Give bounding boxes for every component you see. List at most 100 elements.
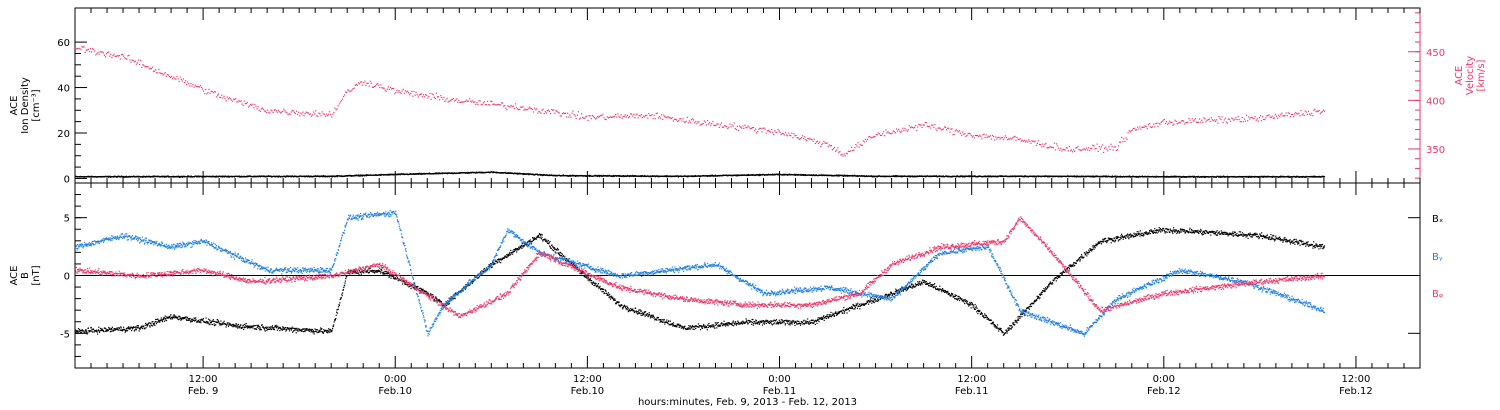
velocity-point bbox=[107, 51, 109, 54]
b-point bbox=[256, 326, 258, 329]
density-point bbox=[350, 175, 352, 177]
velocity-point bbox=[1195, 121, 1197, 123]
velocity-point bbox=[508, 106, 510, 108]
velocity-point bbox=[505, 107, 507, 109]
velocity-point bbox=[362, 84, 364, 86]
b-point bbox=[182, 317, 184, 319]
density-point bbox=[1301, 176, 1303, 178]
density-point bbox=[1116, 176, 1118, 178]
velocity-point bbox=[373, 85, 376, 88]
velocity-point bbox=[1129, 131, 1131, 133]
velocity-point bbox=[968, 132, 970, 134]
velocity-point bbox=[967, 133, 969, 135]
velocity-point bbox=[321, 111, 323, 113]
velocity-point bbox=[1162, 119, 1164, 121]
density-point bbox=[517, 172, 519, 174]
b-point bbox=[270, 326, 272, 328]
velocity-point bbox=[1142, 126, 1144, 128]
b-point bbox=[154, 324, 156, 326]
velocity-point bbox=[136, 62, 139, 64]
b-point bbox=[278, 326, 280, 329]
velocity-point bbox=[1000, 137, 1002, 139]
b-point bbox=[136, 325, 138, 327]
velocity-point bbox=[574, 115, 576, 117]
density-point bbox=[1253, 175, 1256, 178]
density-point bbox=[190, 176, 192, 178]
b-point bbox=[245, 322, 247, 325]
velocity-point bbox=[841, 153, 843, 155]
velocity-point bbox=[1206, 119, 1208, 121]
b-point bbox=[282, 326, 284, 328]
velocity-point bbox=[1280, 114, 1282, 116]
density-point bbox=[287, 175, 289, 177]
velocity-point bbox=[575, 117, 577, 119]
velocity-point bbox=[349, 91, 351, 93]
velocity-point bbox=[1092, 144, 1094, 146]
velocity-point bbox=[257, 106, 259, 108]
velocity-point bbox=[198, 86, 200, 88]
b-point bbox=[195, 317, 197, 319]
velocity-point bbox=[470, 100, 472, 102]
density-point bbox=[1092, 175, 1094, 177]
velocity-point bbox=[835, 150, 837, 152]
velocity-point bbox=[1264, 119, 1266, 121]
velocity-point bbox=[651, 113, 653, 115]
velocity-point bbox=[744, 124, 746, 126]
velocity-point bbox=[540, 112, 542, 114]
velocity-point bbox=[1107, 150, 1109, 152]
velocity-point bbox=[934, 123, 936, 126]
velocity-point bbox=[585, 116, 587, 118]
velocity-point bbox=[807, 137, 809, 140]
density-point bbox=[123, 175, 125, 178]
b-point bbox=[96, 331, 98, 333]
velocity-point bbox=[1183, 120, 1185, 122]
velocity-point bbox=[607, 117, 609, 119]
density-point bbox=[527, 174, 529, 176]
velocity-point bbox=[1176, 123, 1178, 125]
velocity-point bbox=[913, 127, 915, 129]
velocity-point bbox=[1320, 111, 1322, 113]
b-point bbox=[262, 326, 264, 328]
velocity-point bbox=[515, 107, 518, 109]
b-point bbox=[120, 327, 122, 329]
velocity-point bbox=[389, 86, 392, 89]
density-point bbox=[332, 176, 334, 178]
velocity-point bbox=[157, 72, 159, 74]
velocity-point bbox=[207, 92, 209, 94]
velocity-point bbox=[289, 113, 291, 115]
velocity-point bbox=[1265, 117, 1267, 119]
velocity-point bbox=[307, 112, 309, 114]
b-point bbox=[144, 324, 146, 326]
velocity-point bbox=[141, 66, 143, 69]
velocity-point bbox=[695, 121, 697, 123]
velocity-point bbox=[251, 104, 253, 106]
b-point bbox=[197, 319, 200, 321]
velocity-point bbox=[1307, 110, 1310, 112]
density-point bbox=[1242, 176, 1244, 178]
b-point bbox=[151, 325, 154, 327]
b-point bbox=[234, 326, 236, 328]
b-point bbox=[227, 325, 230, 327]
velocity-point bbox=[1248, 116, 1250, 118]
velocity-point bbox=[370, 82, 372, 84]
velocity-point bbox=[425, 94, 427, 96]
velocity-point bbox=[573, 113, 575, 116]
density-point bbox=[1313, 175, 1315, 177]
velocity-point bbox=[1046, 147, 1048, 149]
b-point bbox=[215, 324, 217, 326]
velocity-point bbox=[1081, 149, 1083, 151]
density-point bbox=[1047, 176, 1049, 178]
velocity-point bbox=[430, 98, 432, 100]
b-point bbox=[173, 314, 175, 316]
density-point bbox=[142, 176, 144, 178]
density-point bbox=[835, 175, 837, 177]
velocity-point bbox=[649, 114, 651, 117]
b-point bbox=[207, 322, 209, 324]
velocity-point bbox=[745, 126, 747, 128]
velocity-point bbox=[320, 115, 322, 117]
velocity-point bbox=[455, 99, 457, 101]
velocity-point bbox=[761, 131, 763, 133]
density-point bbox=[794, 173, 796, 175]
b-point bbox=[139, 328, 141, 330]
velocity-point bbox=[730, 126, 732, 128]
